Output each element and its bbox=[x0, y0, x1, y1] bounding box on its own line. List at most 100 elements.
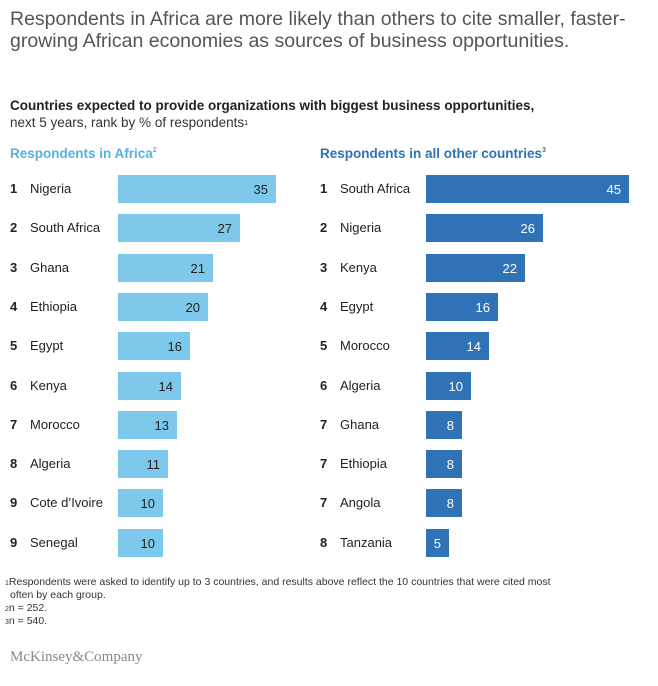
other-rank: 3 bbox=[320, 259, 328, 275]
other-bar-value: 8 bbox=[446, 417, 454, 433]
other-bar-value: 8 bbox=[446, 457, 454, 473]
other-bar: 16 bbox=[426, 292, 498, 321]
other-bar: 8 bbox=[426, 489, 462, 518]
other-bar-value: 16 bbox=[475, 299, 490, 315]
africa-rank: 8 bbox=[10, 456, 18, 472]
africa-row: 6 Kenya 14 bbox=[10, 371, 330, 400]
africa-row: 1 Nigeria 35 bbox=[10, 175, 330, 203]
headline: Respondents in Africa are more likely th… bbox=[10, 8, 626, 52]
other-row: 3 Kenya 22 bbox=[320, 253, 640, 282]
africa-bar-value: 10 bbox=[140, 496, 155, 512]
africa-bar-value: 35 bbox=[253, 182, 268, 197]
other-rank: 5 bbox=[320, 338, 328, 354]
other-country-label: Tanzania bbox=[340, 534, 393, 550]
mckinsey-logo: McKinsey&Company bbox=[10, 649, 143, 665]
other-rank: 1 bbox=[320, 181, 328, 196]
other-country-label: Nigeria bbox=[340, 220, 382, 236]
footnote-1-marker: 1 bbox=[5, 580, 9, 587]
other-country-label: Ethiopia bbox=[340, 456, 387, 472]
other-rank: 6 bbox=[320, 377, 328, 393]
africa-country-label: Kenya bbox=[30, 377, 67, 393]
africa-rank: 9 bbox=[10, 534, 18, 550]
other-bar: 45 bbox=[426, 175, 629, 203]
other-bar: 8 bbox=[426, 450, 462, 479]
africa-country-label: Ghana bbox=[30, 259, 70, 275]
africa-panel-title-marker: 2 bbox=[152, 147, 157, 154]
africa-bar: 10 bbox=[118, 489, 163, 518]
other-country-label: Ghana bbox=[340, 416, 380, 432]
other-panel-title-marker: 3 bbox=[542, 147, 546, 154]
africa-row: 3 Ghana 21 bbox=[10, 253, 330, 282]
subtitle-bold: Countries expected to provide organizati… bbox=[10, 98, 535, 113]
other-rank: 7 bbox=[320, 495, 328, 511]
africa-bar-value: 11 bbox=[146, 457, 161, 473]
other-bar-value: 45 bbox=[606, 182, 621, 197]
other-rank: 8 bbox=[320, 534, 328, 550]
other-country-label: Morocco bbox=[340, 338, 390, 354]
other-bar: 5 bbox=[426, 528, 449, 557]
other-row: 2 Nigeria 26 bbox=[320, 214, 640, 243]
other-country-label: Kenya bbox=[340, 259, 377, 275]
other-row: 5 Morocco 14 bbox=[320, 332, 640, 361]
africa-rank: 3 bbox=[10, 259, 18, 275]
other-bar: 26 bbox=[426, 214, 543, 243]
africa-bar: 27 bbox=[118, 214, 240, 243]
other-row: 7 Ethiopia 8 bbox=[320, 450, 640, 479]
africa-rank: 6 bbox=[10, 377, 18, 393]
footnote-1-line-2: often by each group. bbox=[10, 589, 106, 601]
other-bar: 8 bbox=[426, 410, 462, 439]
africa-rank: 5 bbox=[10, 338, 18, 354]
other-panel-title: Respondents in all other countries3 bbox=[320, 146, 546, 161]
other-row: 8 Tanzania 5 bbox=[320, 528, 640, 557]
africa-bar: 13 bbox=[118, 410, 177, 439]
africa-rank: 4 bbox=[10, 298, 18, 314]
other-bar-value: 14 bbox=[466, 339, 481, 355]
africa-panel-title-text: Respondents in Africa bbox=[10, 146, 153, 161]
africa-bar: 35 bbox=[118, 175, 276, 203]
africa-row: 9 Senegal 10 bbox=[10, 528, 330, 557]
africa-bar-value: 13 bbox=[154, 417, 169, 433]
africa-bar-value: 21 bbox=[190, 260, 205, 276]
footnote-3: n = 540. bbox=[8, 615, 48, 627]
other-bar-value: 22 bbox=[502, 260, 517, 276]
africa-bar-value: 14 bbox=[158, 378, 173, 394]
africa-row: 9 Cote d’Ivoire 10 bbox=[10, 489, 330, 518]
footnote-1-line-1: Respondents were asked to identify up to… bbox=[8, 576, 551, 588]
africa-rank: 1 bbox=[10, 181, 18, 196]
africa-country-label: Egypt bbox=[30, 338, 64, 354]
africa-row: 7 Morocco 13 bbox=[10, 410, 330, 439]
africa-country-label: Cote d’Ivoire bbox=[30, 495, 103, 511]
africa-country-label: Nigeria bbox=[30, 181, 72, 196]
other-rank: 7 bbox=[320, 456, 328, 472]
other-bar: 22 bbox=[426, 253, 525, 282]
africa-row: 4 Ethiopia 20 bbox=[10, 292, 330, 321]
africa-country-label: Morocco bbox=[30, 416, 80, 432]
africa-bar-value: 27 bbox=[217, 221, 232, 237]
africa-rank: 9 bbox=[10, 495, 18, 511]
other-rank: 4 bbox=[320, 298, 328, 314]
africa-bar: 11 bbox=[118, 450, 168, 479]
other-row: 4 Egypt 16 bbox=[320, 292, 640, 321]
other-rank: 2 bbox=[320, 220, 328, 236]
other-country-label: Egypt bbox=[340, 298, 374, 314]
africa-rank: 7 bbox=[10, 416, 18, 432]
africa-country-label: Algeria bbox=[30, 456, 71, 472]
other-row: 1 South Africa 45 bbox=[320, 175, 640, 203]
africa-bar: 10 bbox=[118, 528, 163, 557]
africa-row: 2 South Africa 27 bbox=[10, 214, 330, 243]
africa-bar-value: 16 bbox=[167, 339, 182, 355]
other-country-label: South Africa bbox=[340, 181, 411, 196]
other-country-label: Algeria bbox=[340, 377, 381, 393]
africa-bar-value: 10 bbox=[140, 535, 155, 551]
other-bar: 10 bbox=[426, 371, 471, 400]
footnote-3-marker: 3 bbox=[5, 619, 9, 626]
africa-row: 8 Algeria 11 bbox=[10, 450, 330, 479]
other-bar-value: 5 bbox=[433, 535, 441, 551]
africa-panel-title: Respondents in Africa2 bbox=[10, 146, 157, 161]
africa-bar-value: 20 bbox=[185, 299, 200, 315]
chart-subtitle: Countries expected to provide organizati… bbox=[10, 97, 640, 131]
africa-bar: 20 bbox=[118, 292, 208, 321]
other-row: 6 Algeria 10 bbox=[320, 371, 640, 400]
africa-bar: 16 bbox=[118, 332, 190, 361]
other-bar-value: 26 bbox=[520, 221, 535, 237]
